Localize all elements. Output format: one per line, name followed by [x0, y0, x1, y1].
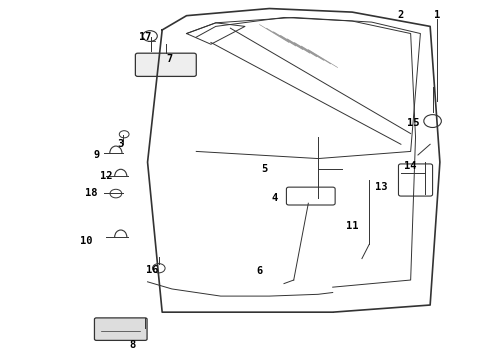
Text: 17: 17 [139, 32, 151, 42]
Text: 10: 10 [80, 236, 93, 246]
Text: 3: 3 [118, 139, 124, 149]
Text: 13: 13 [375, 182, 388, 192]
FancyBboxPatch shape [398, 164, 433, 196]
Text: 6: 6 [256, 266, 263, 276]
FancyBboxPatch shape [287, 187, 335, 205]
Text: 4: 4 [271, 193, 277, 203]
Text: 15: 15 [407, 118, 419, 128]
Text: 8: 8 [130, 340, 136, 350]
Text: 2: 2 [398, 10, 404, 20]
FancyBboxPatch shape [135, 53, 196, 76]
Text: 16: 16 [146, 265, 159, 275]
Text: 12: 12 [100, 171, 112, 181]
Text: 7: 7 [167, 54, 172, 64]
Text: 5: 5 [261, 164, 268, 174]
FancyBboxPatch shape [95, 318, 147, 341]
Text: 9: 9 [93, 150, 99, 160]
Text: 11: 11 [346, 221, 359, 231]
Text: 1: 1 [434, 10, 441, 20]
Text: 14: 14 [404, 161, 417, 171]
Text: 18: 18 [85, 188, 98, 198]
